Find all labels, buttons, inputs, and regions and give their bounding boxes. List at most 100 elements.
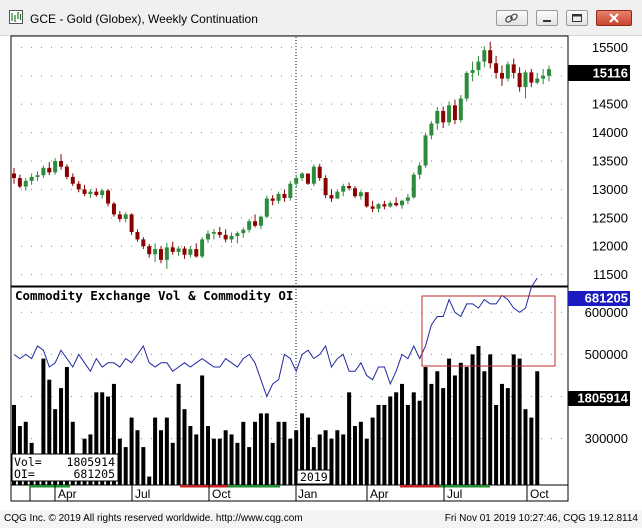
candle-62: [376, 203, 381, 213]
maximize-button[interactable]: [566, 10, 588, 26]
candle-34: [211, 229, 216, 240]
candle-86: [517, 67, 522, 92]
volume-bar-55: [335, 430, 340, 485]
volume-bar-62: [376, 404, 381, 485]
candle-13: [88, 189, 93, 198]
candle-51: [311, 164, 316, 186]
current-price-badge: [568, 65, 630, 81]
status-footer: CQG Inc. © 2019 All rights reserved worl…: [0, 510, 642, 528]
volume-bar-25: [158, 430, 163, 485]
window-title-bar: GCE - Gold (Globex), Weekly Continuation: [0, 0, 642, 36]
candle-78: [470, 61, 475, 82]
volume-bar-58: [352, 426, 357, 485]
candle-28: [176, 246, 181, 256]
link-button[interactable]: [496, 10, 528, 26]
candle-53: [323, 175, 328, 198]
candle-30: [188, 246, 193, 258]
volume-bar-86: [517, 358, 522, 485]
volume-bar-26: [164, 417, 169, 485]
volume-bar-43: [264, 413, 269, 485]
candle-83: [499, 65, 504, 86]
volume-bar-80: [482, 371, 487, 485]
oi-last-badge: [568, 291, 630, 306]
volume-tick-label-2: 500000: [585, 347, 628, 362]
volume-bars: [12, 345, 540, 485]
footer-copyright: CQG Inc. © 2019 All rights reserved worl…: [4, 513, 303, 524]
price-tick-label-1: 12000: [592, 239, 628, 254]
month-label-jul-2018: Jul: [135, 487, 150, 501]
candle-3: [29, 173, 34, 185]
volume-bar-45: [276, 421, 281, 485]
time-axis-color-strips: [30, 485, 490, 488]
candle-46: [282, 189, 287, 202]
candle-74: [447, 101, 452, 126]
value-readout-box: [11, 453, 119, 482]
window-title: GCE - Gold (Globex), Weekly Continuation: [30, 12, 258, 26]
candle-79: [476, 55, 481, 76]
candle-40: [247, 218, 252, 233]
candle-72: [435, 107, 440, 130]
candle-58: [352, 186, 357, 198]
candle-6: [47, 162, 52, 176]
candle-1: [17, 174, 22, 189]
volume-bar-37: [229, 434, 234, 485]
volume-bar-72: [435, 371, 440, 485]
volume-bar-39: [241, 421, 246, 485]
volume-bar-23: [147, 476, 152, 485]
gold-weekly-chart[interactable]: Commodity Exchange Vol & Commodity OI 11…: [0, 0, 642, 510]
minimize-icon: [543, 20, 551, 22]
volume-bar-35: [217, 438, 222, 485]
candle-54: [329, 189, 334, 202]
volume-bar-69: [417, 400, 422, 485]
volume-bar-61: [370, 417, 375, 485]
price-plot-area[interactable]: [10, 35, 569, 287]
app-logo-icon: [9, 10, 23, 24]
volume-bar-59: [358, 421, 363, 485]
price-tick-label-3: 13000: [592, 182, 628, 197]
volume-bar-77: [464, 367, 469, 485]
volume-bar-16: [106, 396, 111, 485]
candle-90: [541, 68, 546, 85]
volume-bar-67: [405, 404, 410, 485]
volume-bar-50: [305, 417, 310, 485]
candle-65: [394, 197, 399, 207]
candle-44: [270, 195, 275, 206]
volume-bar-8: [59, 388, 64, 485]
candle-81: [488, 41, 493, 69]
volume-axis-ticks: 300000400000500000600000: [585, 305, 628, 446]
volume-bar-53: [323, 430, 328, 485]
volume-bar-70: [423, 367, 428, 485]
candle-9: [64, 164, 69, 180]
candle-23: [147, 243, 152, 258]
volume-bar-76: [458, 362, 463, 485]
volume-bar-15: [100, 392, 105, 485]
volume-bar-63: [382, 404, 387, 485]
close-button[interactable]: [596, 10, 632, 26]
candle-68: [411, 172, 416, 199]
volume-bar-47: [288, 438, 293, 485]
candle-8: [59, 154, 64, 170]
candle-69: [417, 162, 422, 180]
candle-45: [276, 191, 281, 204]
minimize-button[interactable]: [536, 10, 558, 26]
candle-24: [153, 243, 158, 263]
volume-bar-22: [141, 447, 146, 485]
volume-bar-88: [529, 417, 534, 485]
year-label-box: [296, 469, 331, 485]
price-tick-label-0: 11500: [593, 267, 628, 282]
footer-timestamp: Fri Nov 01 2019 10:27:46, CQG 19.12.8114: [444, 513, 638, 524]
volume-bar-49: [300, 413, 305, 485]
volume-bar-74: [447, 358, 452, 485]
candle-16: [106, 188, 111, 207]
month-label-apr-2018: Apr: [58, 487, 77, 501]
price-tick-label-8: 15500: [592, 40, 628, 55]
candle-75: [452, 99, 457, 125]
price-tick-label-4: 13500: [592, 154, 628, 169]
candle-25: [158, 246, 163, 264]
candle-88: [529, 68, 534, 88]
volume-bar-81: [488, 354, 493, 485]
volume-bar-38: [235, 442, 240, 485]
volume-bar-79: [476, 345, 481, 485]
candle-61: [370, 200, 375, 213]
volume-bar-20: [129, 417, 134, 485]
